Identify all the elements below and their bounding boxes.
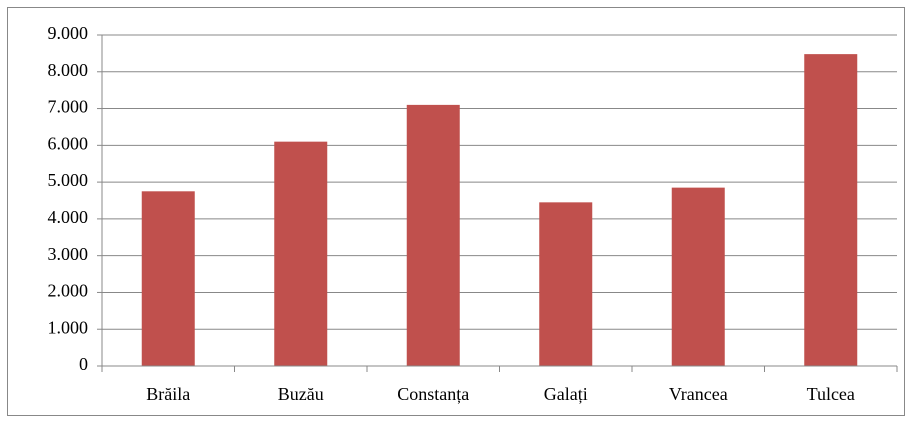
y-tick-label: 2.000 <box>48 281 89 301</box>
x-tick-label: Buzău <box>278 384 324 404</box>
y-tick-label: 5.000 <box>48 170 89 190</box>
y-tick-label: 8.000 <box>48 60 89 80</box>
y-tick-label: 0 <box>79 354 88 374</box>
bar <box>671 187 725 366</box>
bar <box>804 54 858 366</box>
x-tick-label: Galați <box>544 384 588 404</box>
bar <box>406 104 460 366</box>
bar <box>539 202 593 366</box>
y-tick-label: 4.000 <box>48 207 89 227</box>
y-tick-label: 3.000 <box>48 244 89 264</box>
bar <box>274 141 328 366</box>
y-tick-label: 9.000 <box>48 23 89 43</box>
y-tick-label: 1.000 <box>48 317 89 337</box>
y-tick-label: 7.000 <box>48 97 89 117</box>
x-tick-label: Vrancea <box>669 384 728 404</box>
y-tick-label: 6.000 <box>48 133 89 153</box>
x-tick-label: Constanța <box>397 384 469 404</box>
x-tick-label: Tulcea <box>807 384 855 404</box>
bar <box>141 191 195 366</box>
x-tick-label: Brăila <box>146 384 190 404</box>
